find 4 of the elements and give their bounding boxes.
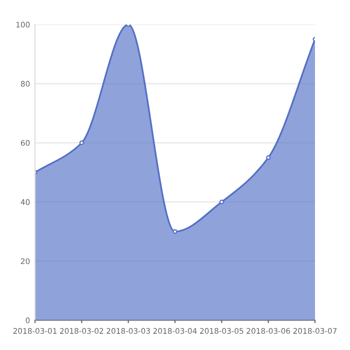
point (219, 200, 224, 204)
point (79, 140, 84, 146)
point (266, 155, 271, 160)
point (172, 229, 178, 234)
